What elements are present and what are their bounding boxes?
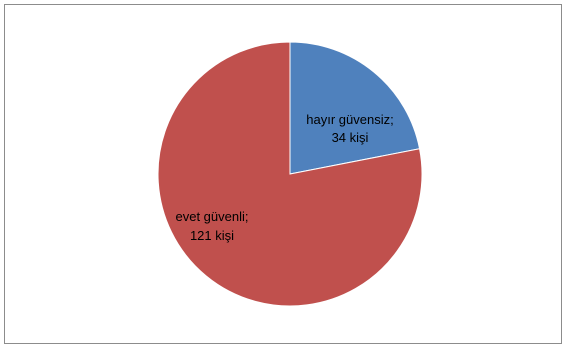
slice-label-evet-guvenli-line2: 121 kişi bbox=[190, 228, 234, 243]
slice-label-evet-guvenli-line1: evet güvenli; bbox=[176, 209, 249, 224]
pie-slice-hayir-guvensiz bbox=[289, 41, 421, 175]
pie-slice-evet-guvenli bbox=[157, 41, 423, 307]
pie-labels: hayır güvensiz; 34 kişi evet güvenli; 12… bbox=[176, 112, 394, 243]
slice-label-hayir-guvensiz-line1: hayır güvensiz; bbox=[306, 112, 393, 127]
slice-label-hayir-guvensiz-line2: 34 kişi bbox=[332, 130, 369, 145]
pie-slices bbox=[157, 41, 423, 307]
